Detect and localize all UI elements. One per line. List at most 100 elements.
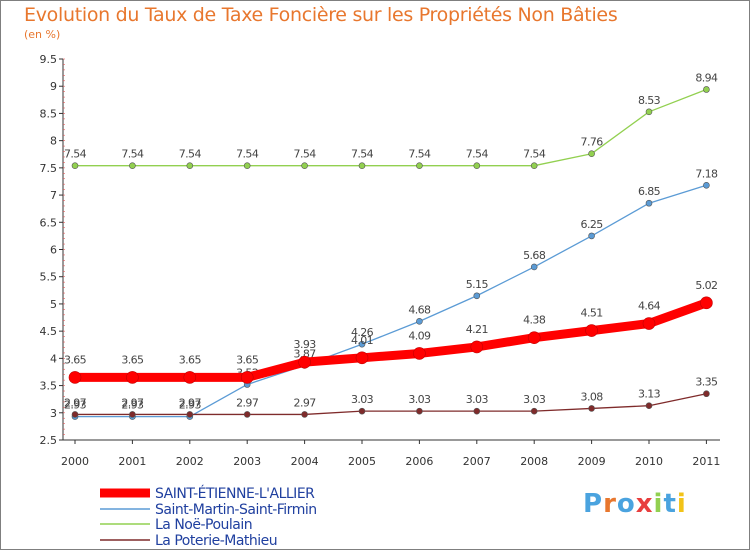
data-point <box>473 162 481 169</box>
y-tick-label: 8 <box>50 135 57 148</box>
data-label: 2.97 <box>236 396 259 409</box>
y-tick-label: 8.5 <box>40 107 58 120</box>
data-label: 3.03 <box>466 393 489 406</box>
logo-letter: i <box>676 489 687 519</box>
data-point <box>527 331 541 344</box>
data-label: 3.03 <box>351 393 374 406</box>
y-tick-label: 7.5 <box>40 162 58 175</box>
data-label: 4.51 <box>581 307 603 320</box>
logo-letter: t <box>663 489 677 519</box>
data-label: 4.68 <box>408 303 431 316</box>
chart-unit: (en %) <box>24 28 61 41</box>
data-label: 7.18 <box>695 167 718 180</box>
data-label: 8.53 <box>638 94 661 107</box>
data-point <box>301 162 308 169</box>
data-point <box>642 317 656 330</box>
series-line <box>74 88 708 167</box>
data-label: 6.85 <box>638 185 661 198</box>
data-label: 2.93 <box>179 399 202 412</box>
x-tick-label: 2007 <box>463 455 491 468</box>
data-label: 6.25 <box>581 218 604 231</box>
legend-label: La Poterie-Mathieu <box>155 533 277 549</box>
data-label: 4.21 <box>466 323 488 336</box>
data-point <box>700 296 713 310</box>
data-point <box>703 390 710 398</box>
x-tick-label: 2001 <box>118 455 146 468</box>
data-label: 5.02 <box>695 279 717 292</box>
data-point <box>473 407 481 415</box>
data-point <box>186 162 194 169</box>
data-point <box>186 411 194 418</box>
data-point <box>588 405 595 412</box>
data-point <box>243 162 251 169</box>
data-label: 3.65 <box>64 353 87 366</box>
data-point <box>530 263 538 271</box>
data-point <box>71 411 79 418</box>
data-point <box>126 371 139 384</box>
y-tick-label: 6 <box>50 244 57 257</box>
series-line <box>74 184 708 418</box>
x-tick-label: 2002 <box>176 455 204 468</box>
x-tick-label: 2004 <box>291 455 319 468</box>
series-line <box>74 393 708 416</box>
data-label: 2.97 <box>64 396 87 409</box>
data-label: 7.76 <box>581 136 604 149</box>
data-point <box>358 407 366 415</box>
data-label: 3.93 <box>294 338 317 351</box>
y-tick-label: 5.5 <box>40 271 58 284</box>
x-tick-label: 2009 <box>578 455 606 468</box>
data-label: 3.13 <box>638 388 661 401</box>
chart-title: Evolution du Taux de Taxe Foncière sur l… <box>24 4 618 26</box>
data-label: 5.68 <box>523 249 546 262</box>
data-point <box>358 162 366 169</box>
data-label: 2.97 <box>121 396 144 409</box>
x-tick-label: 2005 <box>348 455 376 468</box>
data-point <box>645 108 653 116</box>
data-point <box>355 351 369 365</box>
data-point <box>301 411 308 418</box>
data-label: 7.54 <box>408 148 431 161</box>
data-label: 7.54 <box>179 148 202 161</box>
logo-letter: x <box>635 489 654 519</box>
data-point <box>68 371 82 384</box>
data-label: 4.09 <box>408 329 431 342</box>
data-point <box>530 162 538 169</box>
y-tick-label: 9.5 <box>40 53 58 66</box>
legend-label: La Noë-Poulain <box>155 517 252 533</box>
logo-letter: P <box>583 489 604 519</box>
data-point <box>585 324 598 337</box>
data-label: 8.94 <box>695 71 718 84</box>
data-point <box>530 407 538 415</box>
data-point <box>129 411 136 418</box>
data-label: 3.65 <box>179 353 202 366</box>
data-label: 7.54 <box>294 148 317 161</box>
data-point <box>703 181 710 189</box>
data-label: 7.54 <box>121 148 144 161</box>
series-line <box>70 298 711 382</box>
data-point <box>183 371 197 384</box>
data-point <box>298 355 311 369</box>
data-point <box>240 371 254 384</box>
legend-label: SAINT-ÉTIENNE-L'ALLIER <box>155 485 315 502</box>
data-point <box>71 162 79 169</box>
proxiti-logo: Proxiti <box>583 489 687 519</box>
x-tick-label: 2011 <box>692 455 720 468</box>
data-point <box>129 162 136 169</box>
data-label: 7.54 <box>466 148 489 161</box>
data-label: 3.65 <box>236 353 259 366</box>
data-point <box>645 199 653 207</box>
logo-letter: i <box>653 489 664 519</box>
data-point <box>473 292 481 300</box>
y-tick-label: 4.5 <box>40 325 58 338</box>
data-label: 2.93 <box>64 399 87 412</box>
data-point <box>416 162 423 169</box>
x-tick-label: 2008 <box>520 455 548 468</box>
data-label: 4.26 <box>351 326 374 339</box>
legend-label: Saint-Martin-Saint-Firmin <box>155 502 317 518</box>
x-tick-label: 2006 <box>405 455 433 468</box>
data-label: 4.38 <box>523 314 546 327</box>
y-tick-label: 7 <box>50 189 57 202</box>
data-label: 7.54 <box>351 148 374 161</box>
data-point <box>703 86 710 93</box>
